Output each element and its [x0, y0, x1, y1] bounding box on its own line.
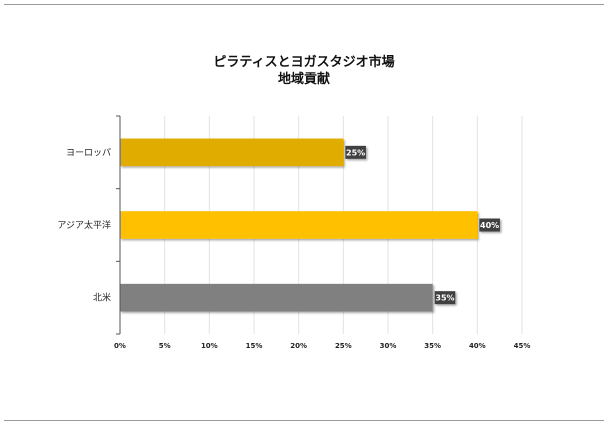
- chart-subtitle: 地域貢献: [277, 72, 330, 87]
- x-tick-label: 45%: [514, 342, 531, 350]
- x-tick-label: 30%: [380, 342, 397, 350]
- frame-bottom-line: [4, 420, 604, 421]
- frame-top-line: [4, 4, 604, 5]
- data-label-box: [345, 145, 366, 159]
- chart-title-block: ピラティスとヨガスタジオ市場 地域貢献: [0, 54, 608, 88]
- x-tick-label: 40%: [469, 342, 486, 350]
- data-label-box: [434, 291, 456, 305]
- data-label: 40%: [480, 221, 499, 230]
- x-tick-label: 15%: [246, 342, 263, 350]
- x-tick-label: 0%: [114, 342, 126, 350]
- category-label: ヨーロッパ: [66, 147, 111, 158]
- labels: 0% 5% 10% 15% 20% 25% 30% 35% 40% 45% ヨーロッパ 25% アジア太…: [57, 145, 531, 350]
- x-tick-label: 25%: [335, 342, 352, 350]
- x-tick-label: 10%: [201, 342, 218, 350]
- x-tick-label: 20%: [290, 342, 307, 350]
- category-label: 北米: [93, 292, 111, 304]
- category-label: アジア太平洋: [57, 219, 111, 231]
- axes: [116, 115, 121, 335]
- bars: [120, 138, 478, 312]
- chart-title: ピラティスとヨガスタジオ市場: [213, 55, 395, 70]
- data-label-box: [479, 218, 500, 232]
- x-tick-label: 5%: [159, 342, 171, 350]
- data-label: 35%: [435, 294, 454, 303]
- bar: [120, 283, 433, 312]
- bar: [120, 138, 344, 167]
- x-tick-label: 35%: [424, 342, 441, 350]
- data-label: 25%: [346, 148, 365, 157]
- bar: [120, 211, 478, 239]
